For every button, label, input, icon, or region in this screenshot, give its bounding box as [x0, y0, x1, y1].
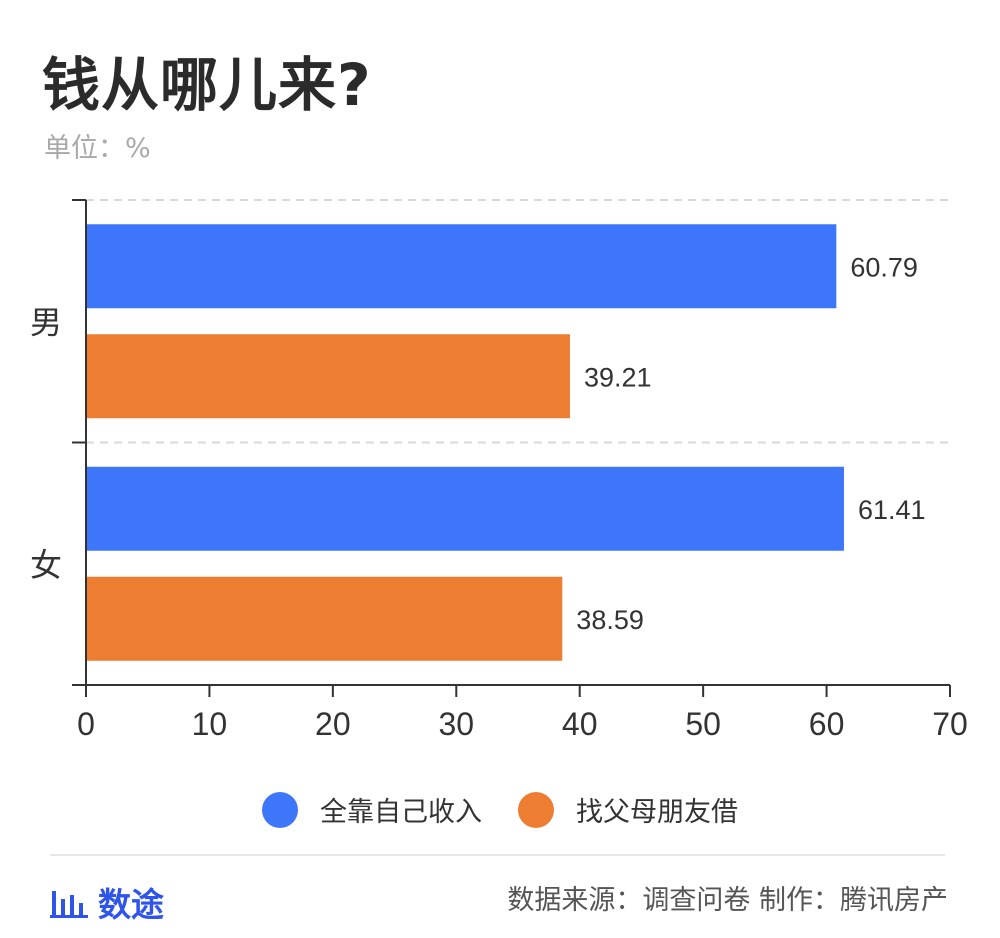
data-label: 60.79 [850, 252, 918, 282]
legend-item-series2: 找父母朋友借 [518, 790, 738, 829]
x-tick-label: 40 [562, 706, 598, 742]
source-note: 数据来源：调查问卷 制作：腾讯房产 [507, 885, 948, 916]
brand-logo: 数途 [50, 878, 164, 926]
x-tick-label: 10 [192, 706, 228, 742]
legend-label: 全靠自己收入 [320, 797, 482, 828]
data-label: 39.21 [584, 362, 652, 392]
bar [86, 576, 563, 661]
brand-name: 数途 [98, 885, 164, 924]
bar-chart-icon [50, 891, 88, 918]
x-tick-label: 50 [685, 706, 721, 742]
bar [86, 224, 837, 309]
chart-title: 钱从哪儿来? [42, 51, 372, 119]
bar-chart: 60.79 39.21 男 61.41 38.59 女 0 10 20 30 40 50 60 70 [30, 199, 968, 742]
legend-item-series1: 全靠自己收入 [262, 790, 482, 829]
data-label: 38.59 [576, 605, 644, 635]
legend-marker [518, 791, 554, 828]
chart-subtitle: 单位：% [44, 133, 151, 164]
chart-legend: 全靠自己收入 找父母朋友借 [0, 790, 1000, 829]
footer-divider [50, 854, 945, 856]
x-tick-label: 20 [315, 706, 351, 742]
x-tick-label: 70 [932, 706, 968, 742]
bar [86, 466, 844, 551]
bar [86, 334, 570, 419]
category-label: 女 [30, 546, 62, 584]
x-tick-label: 0 [77, 706, 95, 742]
x-tick-label: 60 [809, 706, 845, 742]
data-label: 61.41 [858, 495, 926, 525]
legend-marker [262, 791, 298, 828]
x-tick-label: 30 [438, 706, 474, 742]
category-label: 男 [30, 303, 62, 341]
legend-label: 找父母朋友借 [576, 797, 738, 828]
